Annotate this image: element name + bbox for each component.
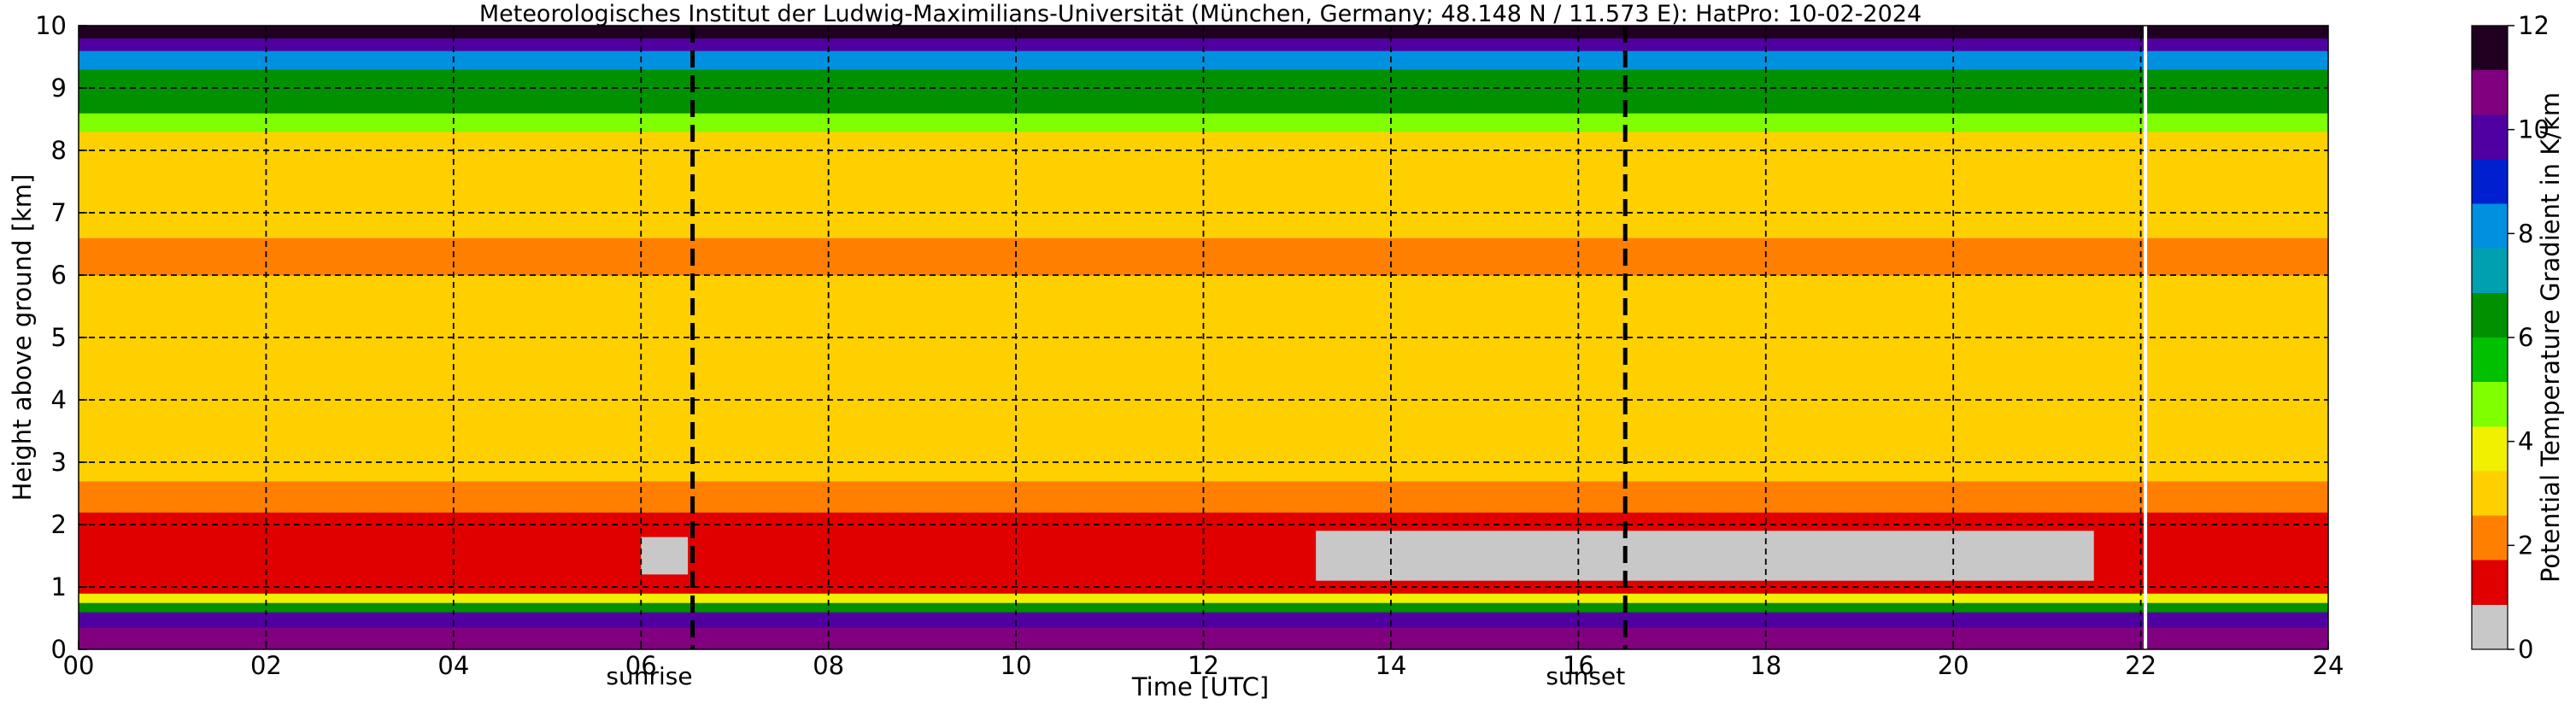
colorbar-tick-label-0: 0 bbox=[2518, 635, 2533, 664]
x-tick-label-7: 14 bbox=[1375, 651, 1406, 680]
colorbar: 0 2 4 6 8 10 12 Potential Temperature Gradient… bbox=[2471, 11, 2565, 664]
colorbar-label: Potential Temperature Gradient in K/km bbox=[2536, 92, 2565, 583]
sunset-label: sunset bbox=[1546, 662, 1625, 690]
y-tick-label-0: 0 bbox=[51, 635, 67, 664]
heatmap-layer-3 bbox=[79, 593, 2328, 603]
colorbar-gradient bbox=[2471, 25, 2509, 650]
chart-title: Meteorologisches Institut der Ludwig-Max… bbox=[479, 1, 1922, 27]
x-axis-label: Time [UTC] bbox=[1131, 672, 1269, 701]
colorbar-tick-label-1: 2 bbox=[2518, 531, 2533, 560]
y-tick-label-6: 6 bbox=[51, 261, 67, 290]
y-axis-ticks: 0 1 2 3 4 5 6 7 8 9 10 bbox=[35, 11, 87, 664]
colorbar-ticks: 0 2 4 6 8 10 12 bbox=[2508, 11, 2550, 664]
low-gradient-region-1 bbox=[1316, 531, 2094, 581]
colorbar-tick-label-4: 8 bbox=[2518, 219, 2533, 248]
y-tick-label-10: 10 bbox=[35, 11, 67, 40]
y-axis-label: Height above ground [km] bbox=[8, 174, 37, 502]
x-tick-label-4: 08 bbox=[813, 651, 844, 680]
x-tick-label-2: 04 bbox=[437, 651, 469, 680]
heatmap-layer-5 bbox=[79, 480, 2328, 513]
y-tick-label-1: 1 bbox=[51, 572, 67, 601]
x-tick-label-6: 12 bbox=[1188, 651, 1219, 680]
y-tick-label-5: 5 bbox=[51, 323, 67, 352]
y-tick-label-7: 7 bbox=[51, 198, 67, 227]
heatmap-layer-2 bbox=[79, 602, 2328, 613]
y-tick-label-4: 4 bbox=[51, 385, 67, 414]
sunrise-label: sunrise bbox=[606, 662, 692, 690]
y-tick-label-9: 9 bbox=[51, 73, 67, 103]
colorbar-tick-label-6: 12 bbox=[2518, 11, 2550, 40]
x-tick-label-11: 22 bbox=[2125, 651, 2156, 680]
x-tick-label-1: 02 bbox=[250, 651, 282, 680]
grid-lines bbox=[79, 26, 2328, 649]
colorbar-tick-label-5: 10 bbox=[2518, 115, 2550, 144]
y-tick-label-2: 2 bbox=[51, 510, 67, 539]
x-tick-label-12: 24 bbox=[2313, 651, 2344, 680]
colorbar-tick-label-2: 4 bbox=[2518, 427, 2533, 456]
x-axis-ticks: 00 02 04 06 08 10 12 14 16 18 20 22 24 bbox=[63, 641, 2344, 680]
colorbar-tick-label-3: 6 bbox=[2518, 323, 2533, 352]
x-tick-label-10: 20 bbox=[1938, 651, 1969, 680]
x-tick-label-8: 16 bbox=[1563, 651, 1594, 680]
y-tick-label-3: 3 bbox=[51, 448, 67, 477]
x-tick-label-5: 10 bbox=[1000, 651, 1032, 680]
x-tick-label-0: 00 bbox=[63, 651, 95, 680]
low-gradient-region-0 bbox=[641, 537, 689, 575]
event-markers: sunrise sunset bbox=[606, 26, 2148, 690]
x-tick-label-9: 18 bbox=[1750, 651, 1781, 680]
heatmap-layer-10 bbox=[79, 132, 2328, 164]
x-tick-label-3: 06 bbox=[625, 651, 657, 680]
y-tick-label-8: 8 bbox=[51, 136, 67, 165]
